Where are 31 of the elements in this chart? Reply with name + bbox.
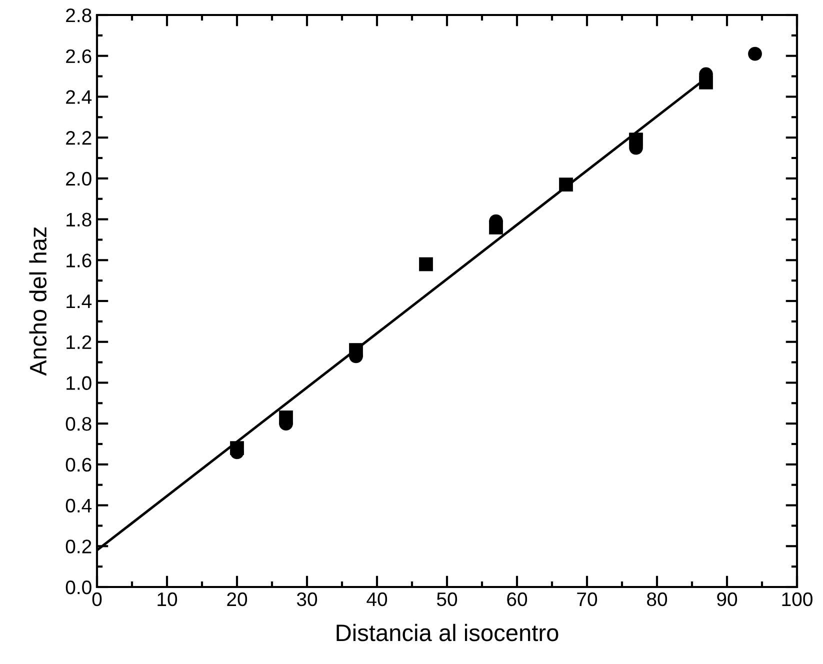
y-tick-label: 2.6 (66, 49, 92, 64)
point (748, 46, 762, 61)
x-tick-label: 40 (366, 592, 388, 606)
y-tick-label: 1.2 (66, 335, 92, 349)
y-tick-label: 1.6 (66, 254, 92, 268)
point (419, 257, 433, 272)
x-tick-label: 90 (717, 592, 738, 606)
y-tick-label: 1.0 (66, 376, 92, 390)
y-tick-label: 1.8 (66, 212, 92, 227)
y-tick-label: 0.6 (66, 458, 92, 472)
x-tick-label: 60 (507, 592, 528, 606)
y-tick-label: 2.8 (66, 8, 92, 22)
x-tick-label: 10 (158, 592, 178, 606)
y-tick-label: 0.4 (66, 498, 92, 513)
y-tick-label: 2.2 (66, 131, 92, 145)
x-tick-label: 0 (92, 592, 102, 606)
x-tick-label: 70 (577, 592, 598, 606)
x-tick-label: 100 (782, 592, 812, 606)
x-axis-title: Distancia al isocentro (336, 624, 558, 642)
x-tick-label: 20 (227, 592, 248, 606)
x-tick-label: 50 (436, 592, 458, 606)
y-axis-title: Ancho del haz (29, 227, 47, 376)
y-tick-label: 0.2 (66, 540, 92, 554)
y-tick-label: 2.0 (66, 172, 92, 186)
x-tick-label: 80 (647, 592, 668, 606)
y-tick-label: 1.4 (66, 294, 92, 308)
y-tick-label: 0.8 (66, 417, 92, 431)
x-tick-label: 30 (296, 592, 318, 606)
point (559, 178, 573, 192)
y-tick-label: 0.0 (66, 580, 92, 594)
y-tick-label: 2.4 (66, 90, 92, 104)
